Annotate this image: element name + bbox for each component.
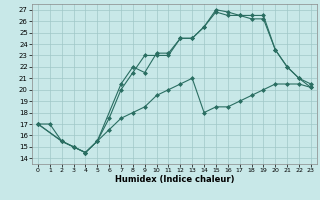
X-axis label: Humidex (Indice chaleur): Humidex (Indice chaleur) <box>115 175 234 184</box>
